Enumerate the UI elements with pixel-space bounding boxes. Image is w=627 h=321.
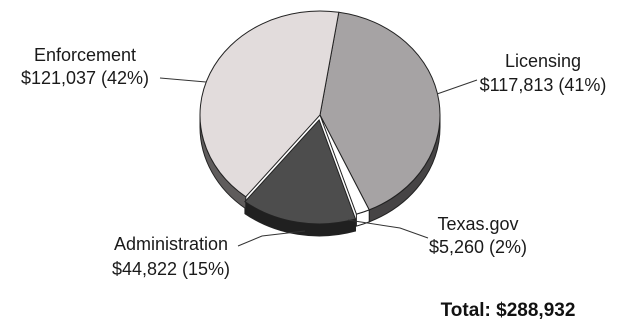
slice-value-enforcement: $121,037 (42%) (21, 68, 149, 88)
pie-slice-enforcement (199, 10, 340, 198)
slice-percent-administration: (15%) (182, 259, 230, 279)
slice-label-texas-gov: Texas.gov (437, 214, 518, 234)
slice-label-licensing: Licensing (505, 51, 581, 71)
slice-label-enforcement: Enforcement (34, 45, 136, 65)
slice-amount-administration: $44,822 (112, 259, 177, 279)
pie-tops (199, 10, 441, 225)
slice-percent-licensing: (41%) (558, 75, 606, 95)
slice-amount-licensing: $117,813 (480, 75, 554, 95)
leader-line-enforcement (159, 77, 207, 83)
slice-percent-texas-gov: (2%) (489, 237, 527, 257)
slice-value-texas-gov: $5,260 (2%) (429, 237, 527, 257)
slice-percent-enforcement: (42%) (101, 68, 149, 88)
pie-slice-texas-gov (319, 114, 370, 215)
pie-slice-licensing (319, 11, 441, 211)
pie-slice-administration (244, 118, 357, 225)
slice-amount-enforcement: $121,037 (21, 68, 96, 88)
total-label: Total: $288,932 (441, 300, 576, 321)
slice-value-administration: $44,822 (15%) (112, 259, 230, 279)
leader-line-texas-gov (347, 219, 429, 239)
slice-label-administration: Administration (114, 234, 228, 254)
slice-value-licensing: $117,813 (41%) (480, 75, 607, 95)
slice-amount-texas-gov: $5,260 (429, 237, 484, 257)
leader-line-licensing (436, 79, 478, 95)
leader-line-administration (237, 230, 306, 247)
leader-lines (159, 77, 478, 247)
